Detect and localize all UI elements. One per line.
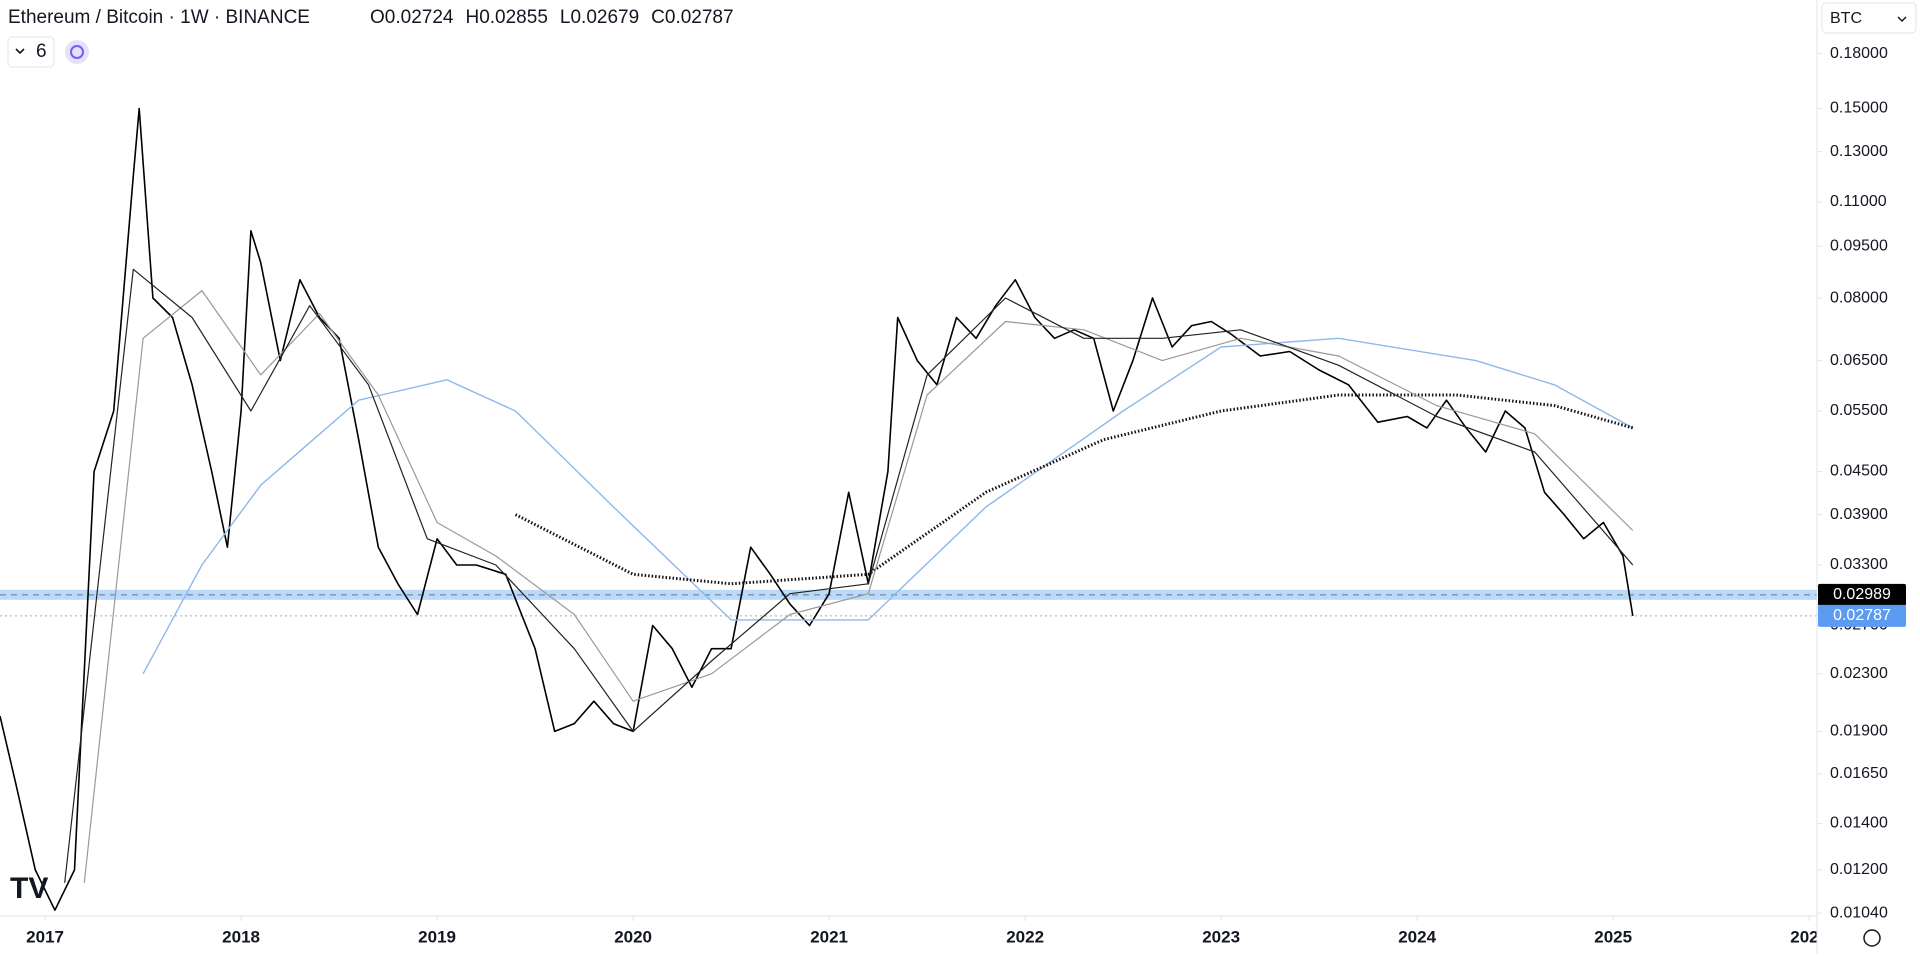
chevron-icon <box>1897 16 1907 23</box>
y-tick-label: 0.18000 <box>1830 45 1888 62</box>
indicator-count: 6 <box>36 41 47 62</box>
sync-icon <box>70 45 84 59</box>
ohlc-value: 0.02855 <box>479 7 548 28</box>
price-label: 0.02989 <box>1833 586 1891 603</box>
price-axis-panel <box>1817 0 1920 954</box>
y-tick-label: 0.02300 <box>1830 665 1888 682</box>
ohlc-label: C <box>651 7 665 28</box>
axes: 0.18000 0.15000 0.13000 0.11000 0.09500 0.080… <box>44 45 1906 921</box>
ohlc-value: 0.02787 <box>665 7 734 28</box>
y-tick-label: 0.06500 <box>1830 352 1888 369</box>
y-tick-label: 0.03300 <box>1830 556 1888 573</box>
ohlc-label: H <box>465 7 479 28</box>
settings-icon[interactable] <box>1863 929 1881 947</box>
y-tick-label: 0.03900 <box>1830 506 1888 523</box>
y-tick-label: 0.04500 <box>1830 463 1888 480</box>
moving-average <box>142 337 1634 675</box>
logo: TV <box>10 872 48 905</box>
x-tick-label: 2020 <box>614 927 652 946</box>
sync-button[interactable] <box>65 40 89 64</box>
x-tick-label: 2019 <box>418 927 456 946</box>
y-tick-label: 0.09500 <box>1830 237 1888 254</box>
x-tick-label: 2022 <box>1006 927 1044 946</box>
ohlc-label: O <box>370 7 385 28</box>
y-tick-label: 0.01900 <box>1830 723 1888 740</box>
moving-average <box>64 268 1634 883</box>
x-tick-label: 2018 <box>222 927 260 946</box>
ohlc-value: 0.02724 <box>385 7 454 28</box>
indicator-toggle[interactable] <box>7 36 55 68</box>
y-tick-label: 0.01400 <box>1830 815 1888 832</box>
price-line-series <box>0 107 1634 911</box>
y-tick-label: 0.01040 <box>1830 904 1888 921</box>
price-label-box <box>1818 604 1906 627</box>
x-tick-label: 2017 <box>26 927 64 946</box>
currency: BTC <box>1830 10 1862 27</box>
chart-title: Ethereum / Bitcoin · 1W · BINANCE <box>8 7 310 28</box>
moving-average-dotted <box>514 393 1634 586</box>
y-tick-label: 0.01650 <box>1830 765 1888 782</box>
ohlc: O0.02724 H0.02855 L0.02679 C0.02787 <box>370 7 734 28</box>
price-band <box>0 589 1817 600</box>
y-tick-label: 0.15000 <box>1830 100 1888 117</box>
y-tick-label: 0.11000 <box>1830 193 1887 210</box>
currency-select[interactable] <box>1821 2 1917 34</box>
x-tick-label: 2024 <box>1398 927 1436 946</box>
ohlc-label: L <box>560 7 571 28</box>
price-label-box <box>1818 583 1906 606</box>
x-tick-label: 2025 <box>1594 927 1632 946</box>
y-tick-label: 0.01200 <box>1830 861 1888 878</box>
x-tick-label: 2021 <box>810 927 848 946</box>
y-tick-label: 0.05500 <box>1830 402 1888 419</box>
price-label: 0.02787 <box>1833 607 1891 624</box>
plot-area: 2017 2018 2019 2020 2021 2022 2023 2024 2025 2026 <box>0 107 1828 946</box>
chevron-icon <box>15 48 25 55</box>
x-tick-label: 2023 <box>1202 927 1240 946</box>
y-tick-label: 0.08000 <box>1830 289 1888 306</box>
y-tick-label: 0.13000 <box>1830 143 1888 160</box>
ohlc-value: 0.02679 <box>570 7 639 28</box>
